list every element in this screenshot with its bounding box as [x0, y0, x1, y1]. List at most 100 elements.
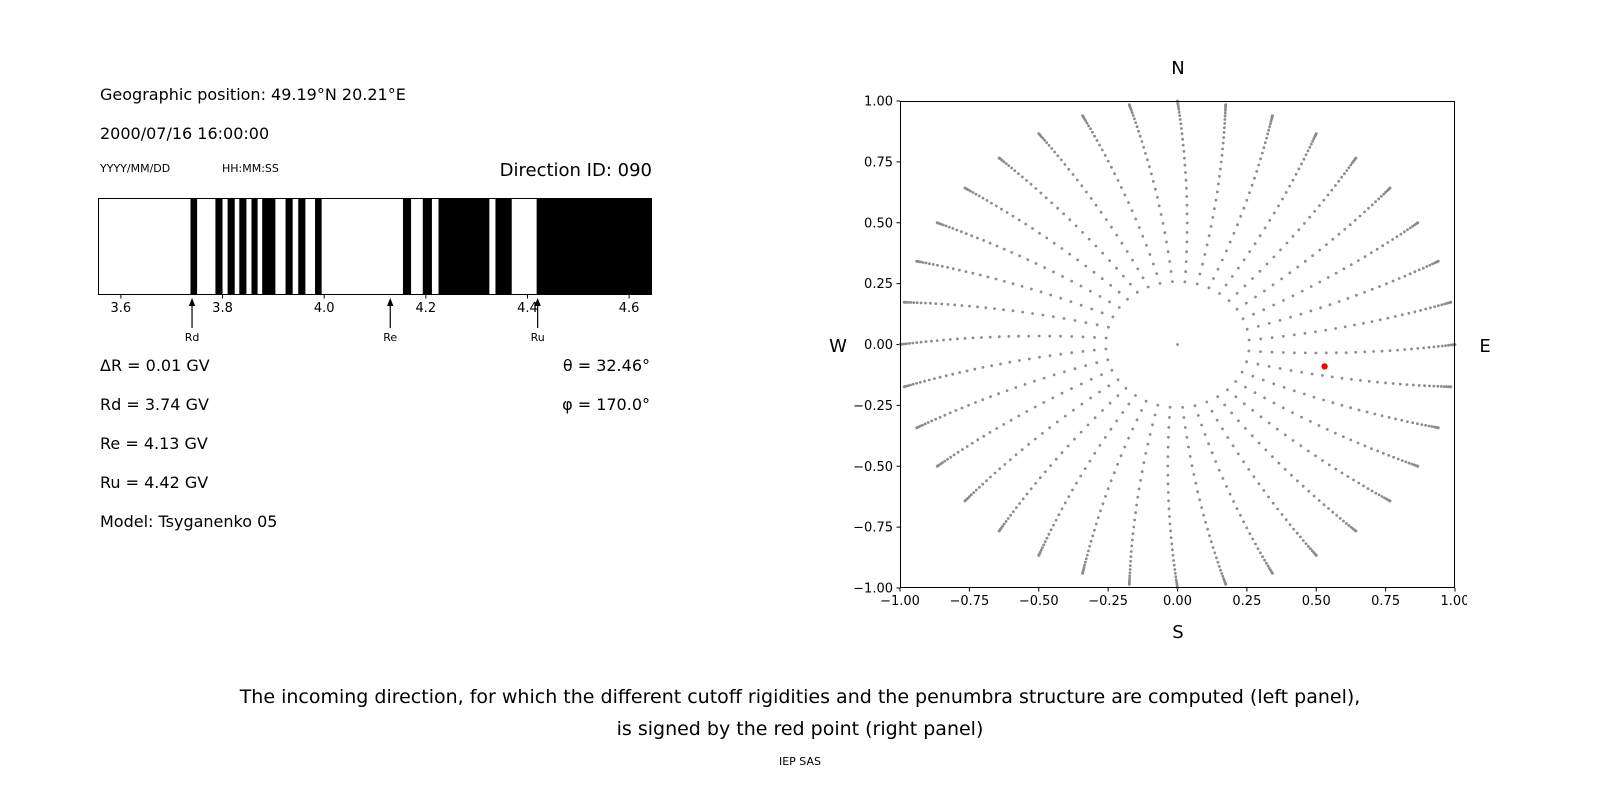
- grid-dot: [1027, 334, 1031, 338]
- grid-dot: [1041, 432, 1044, 435]
- grid-dot: [1129, 550, 1133, 553]
- grid-dot: [1292, 527, 1296, 531]
- grid-dot: [1100, 148, 1104, 152]
- grid-dot: [1176, 343, 1179, 346]
- grid-dot: [930, 419, 934, 423]
- grid-dot: [1394, 417, 1397, 421]
- grid-dot: [1021, 497, 1025, 501]
- grid-dot: [1079, 382, 1083, 386]
- grid-dot: [1427, 346, 1431, 349]
- grid-dot: [971, 191, 975, 194]
- grid-dot: [1099, 210, 1103, 214]
- grid-dot: [1093, 336, 1096, 339]
- grid-dot: [1250, 183, 1254, 187]
- grid-dot: [1253, 242, 1257, 246]
- grid-dot: [1128, 282, 1132, 286]
- grid-dot: [1263, 289, 1266, 293]
- grid-dot: [1095, 361, 1099, 365]
- grid-dot: [1166, 473, 1170, 477]
- grid-dot: [1344, 522, 1348, 525]
- grid-dot: [1272, 382, 1276, 386]
- grid-dot: [1308, 145, 1312, 149]
- grid-dot: [1127, 436, 1130, 440]
- grid-dot: [1221, 427, 1224, 431]
- grid-dot: [1056, 154, 1060, 158]
- grid-dot: [1127, 201, 1130, 204]
- grid-dot: [1042, 543, 1046, 547]
- grid-dot: [1337, 232, 1341, 236]
- grid-dot: [1317, 424, 1321, 427]
- grid-dot: [1069, 300, 1073, 303]
- grid-dot: [936, 263, 939, 267]
- grid-dot: [1223, 403, 1227, 407]
- grid-dot: [1349, 263, 1353, 266]
- grid-dot: [1215, 190, 1219, 194]
- grid-dot: [1008, 360, 1012, 364]
- grid-dot: [1127, 582, 1131, 586]
- grid-dot: [1367, 379, 1371, 383]
- marker-arrow-head: [534, 298, 541, 306]
- grid-dot: [915, 301, 919, 305]
- grid-dot: [980, 336, 983, 339]
- grid-dot: [935, 464, 939, 468]
- grid-dot: [1219, 160, 1223, 164]
- grid-dot: [1005, 389, 1009, 392]
- grid-dot: [1344, 351, 1348, 354]
- grid-dot: [1408, 226, 1412, 230]
- grid-dot: [1372, 350, 1375, 353]
- grid-dot: [1203, 433, 1207, 436]
- grid-dot: [1335, 351, 1338, 355]
- x-tick-label: 0.00: [1163, 594, 1192, 609]
- allowed-band: [239, 198, 247, 295]
- grid-dot: [1088, 544, 1092, 548]
- grid-dot: [1219, 167, 1222, 171]
- grid-dot: [1182, 416, 1186, 419]
- grid-dot: [1282, 386, 1286, 389]
- grid-dot: [1171, 553, 1175, 557]
- x-tick-label: −0.50: [1019, 594, 1059, 609]
- grid-dot: [1157, 204, 1161, 208]
- grid-dot: [1081, 114, 1084, 118]
- grid-dot: [1304, 542, 1308, 545]
- grid-dot: [912, 301, 916, 304]
- grid-dot: [1366, 487, 1370, 490]
- compass-label-west: W: [829, 336, 847, 357]
- grid-dot: [1039, 290, 1043, 294]
- grid-dot: [1133, 117, 1136, 121]
- grid-dot: [997, 529, 1001, 533]
- grid-dot: [930, 339, 933, 343]
- grid-dot: [1343, 227, 1347, 231]
- grid-dot: [1192, 473, 1196, 476]
- grid-dot: [1230, 275, 1234, 278]
- grid-dot: [1424, 307, 1428, 311]
- grid-dot: [1038, 231, 1041, 235]
- grid-dot: [1089, 539, 1093, 543]
- grid-dot: [1128, 568, 1132, 571]
- grid-dot: [1449, 300, 1453, 304]
- grid-dot: [1430, 425, 1434, 428]
- grid-dot: [1265, 561, 1268, 565]
- grid-dot: [1440, 303, 1444, 307]
- grid-dot: [981, 366, 985, 369]
- grid-dot: [1227, 299, 1231, 303]
- grid-dot: [1011, 309, 1015, 313]
- grid-dot: [1059, 334, 1062, 338]
- grid-dot: [1264, 448, 1268, 452]
- grid-dot: [1206, 527, 1209, 531]
- grid-dot: [1263, 558, 1266, 562]
- grid-dot: [1349, 406, 1352, 410]
- grid-dot: [1270, 350, 1274, 354]
- grid-dot: [1207, 286, 1211, 290]
- grid-dot: [1181, 137, 1184, 141]
- grid-dot: [1384, 381, 1387, 385]
- grid-dot: [1224, 103, 1228, 107]
- grid-dot: [989, 475, 992, 479]
- allowed-band: [227, 198, 235, 295]
- grid-dot: [1104, 336, 1108, 340]
- grid-dot: [1374, 491, 1378, 495]
- grid-dot: [1025, 410, 1029, 413]
- grid-dot: [1289, 369, 1293, 372]
- grid-dot: [1398, 382, 1402, 386]
- grid-dot: [1066, 444, 1070, 448]
- grid-dot: [1135, 290, 1139, 294]
